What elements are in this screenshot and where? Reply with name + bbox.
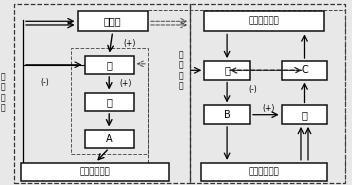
Text: B: B <box>224 110 231 120</box>
Bar <box>84 130 134 148</box>
Bar <box>84 56 134 74</box>
Text: C: C <box>301 65 308 75</box>
Bar <box>204 61 250 80</box>
Text: 甲: 甲 <box>106 60 112 70</box>
Text: 丁: 丁 <box>302 110 307 120</box>
Text: 血糖浓度升高: 血糖浓度升高 <box>249 17 279 26</box>
Text: A: A <box>106 134 113 144</box>
Text: 乙: 乙 <box>106 97 112 107</box>
Bar <box>204 105 250 124</box>
Text: 相关组织器官: 相关组织器官 <box>80 168 111 176</box>
Bar <box>204 11 324 31</box>
Text: 下丘脑: 下丘脑 <box>104 16 121 26</box>
Bar <box>14 4 190 183</box>
Text: 有
关
神
经: 有 关 神 经 <box>178 50 183 90</box>
Text: (+): (+) <box>123 39 136 48</box>
Text: 丙: 丙 <box>224 65 230 75</box>
Bar <box>70 48 148 154</box>
Text: (-): (-) <box>248 85 257 94</box>
Bar <box>201 163 327 181</box>
Bar <box>21 163 169 181</box>
Bar <box>77 11 148 31</box>
Bar <box>84 92 134 111</box>
Bar <box>190 4 345 183</box>
Bar <box>282 105 327 124</box>
Bar <box>282 61 327 80</box>
Text: (-): (-) <box>40 78 49 87</box>
Text: (+): (+) <box>120 79 132 88</box>
Text: 有
关
神
经: 有 关 神 经 <box>1 72 5 113</box>
Text: (+): (+) <box>262 104 275 113</box>
Text: 血糖浓度降低: 血糖浓度降低 <box>249 168 279 176</box>
